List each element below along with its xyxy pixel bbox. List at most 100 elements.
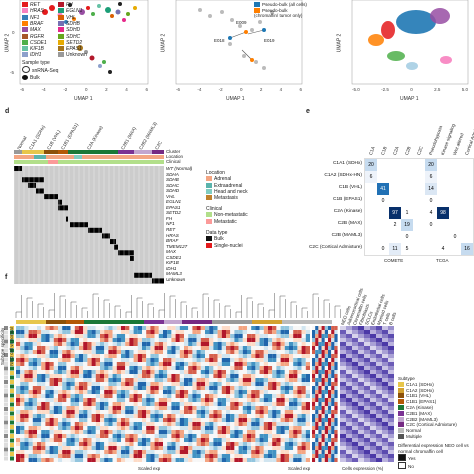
expression-cell [382,398,388,402]
gene-row-label: SDHB [166,177,179,183]
heatmap-cell [247,430,252,434]
heatmap-cell [179,430,184,434]
heatmap-cell [74,426,79,430]
expression-cell [358,394,364,398]
heatmap-cell [213,350,218,354]
heatmap-cell [315,394,319,398]
heatmap-cell [328,374,332,378]
heatmap-cell [263,346,268,350]
gene-row-label: SETD2 [166,210,181,216]
heatmap-cell [331,410,335,414]
heatmap-cell [192,442,197,446]
heatmap-cell [268,334,273,338]
heatmap-cell [263,370,268,374]
heatmap-cell [301,458,306,462]
heatmap-cell [200,402,205,406]
heatmap-cell [221,378,226,382]
heatmap-cell [37,450,42,454]
gene-legend-item: SDHB [58,20,80,27]
legend-label: CSDE1 [30,39,47,46]
expression-cell [364,434,370,438]
heatmap-cell [331,390,335,394]
neo-vs-normal-bar [10,447,14,452]
heatmap-cell [205,358,210,362]
panel-c-y-axis-label: UMAP 2 [336,33,343,53]
heatmap-cell [297,362,302,366]
heatmap-cell [205,390,210,394]
heatmap-cell [251,422,256,426]
heatmap-cell [95,450,100,454]
heatmap-cell [58,418,63,422]
heatmap-cell [217,438,222,442]
heatmap-cell [196,394,201,398]
heatmap-cell [79,458,84,462]
heatmap-cell [79,390,84,394]
expression-cell [370,390,376,394]
expression-cell [370,350,376,354]
heatmap-cell [200,442,205,446]
expression-cell [352,346,358,350]
heatmap-cell [242,374,247,378]
heatmap-cell [324,458,328,462]
heatmap-cell [129,446,134,450]
heatmap-cell [62,346,67,350]
heatmap-cell [142,422,147,426]
heatmap-cell [192,358,197,362]
heatmap-cell [331,350,335,354]
heatmap-cell [321,382,325,386]
heatmap-cell [334,430,338,434]
heatmap-cell [242,410,247,414]
heatmap-cell [179,450,184,454]
heatmap-cell [20,366,25,370]
heatmap-cell [200,358,205,362]
heatmap-cell [268,410,273,414]
heatmap-cell [74,362,79,366]
heatmap-cell [276,398,281,402]
heatmap-cell [24,450,29,454]
heatmap-cell [209,458,214,462]
heatmap-cell [37,454,42,458]
heatmap-cell [28,354,33,358]
heatmap-cell [179,358,184,362]
heatmap-cell [315,350,319,354]
heatmap-cell [28,438,33,442]
heatmap-cell [188,442,193,446]
expression-cell [346,458,352,462]
heatmap-cell [263,410,268,414]
heatmap-cell [20,342,25,346]
x-tick-label: 6 [145,87,148,92]
heatmap-cell [112,338,117,342]
heatmap-cell [154,426,159,430]
heatmap-cell [45,334,50,338]
heatmap-cell [284,358,289,362]
heatmap-cell [62,366,67,370]
heatmap-cell [305,390,310,394]
heatmap-cell [305,378,310,382]
heatmap-cell [238,386,243,390]
heatmap-cell [328,426,332,430]
heatmap-cell [221,382,226,386]
heatmap-cell [28,338,33,342]
heatmap-cell [242,346,247,350]
heatmap-cell [108,398,113,402]
heatmap-cell [251,446,256,450]
heatmap-cell [87,342,92,346]
heatmap-cell [79,374,84,378]
heatmap-cell [301,386,306,390]
heatmap-cell [171,390,176,394]
heatmap-cell [251,366,256,370]
heatmap-cell [37,394,42,398]
heatmap-cell [247,366,252,370]
heatmap-cell [116,450,121,454]
heatmap-cell [289,406,294,410]
heatmap-cell [200,426,205,430]
heatmap-cell [66,386,71,390]
heatmap-cell [24,454,29,458]
heatmap-cell [251,334,256,338]
heatmap-cell [116,446,121,450]
heatmap-cell [163,410,168,414]
heatmap-cell [293,342,298,346]
heatmap-cell [318,374,322,378]
expression-cell [340,382,346,386]
gene-row-label: EGLN1 [166,199,182,205]
